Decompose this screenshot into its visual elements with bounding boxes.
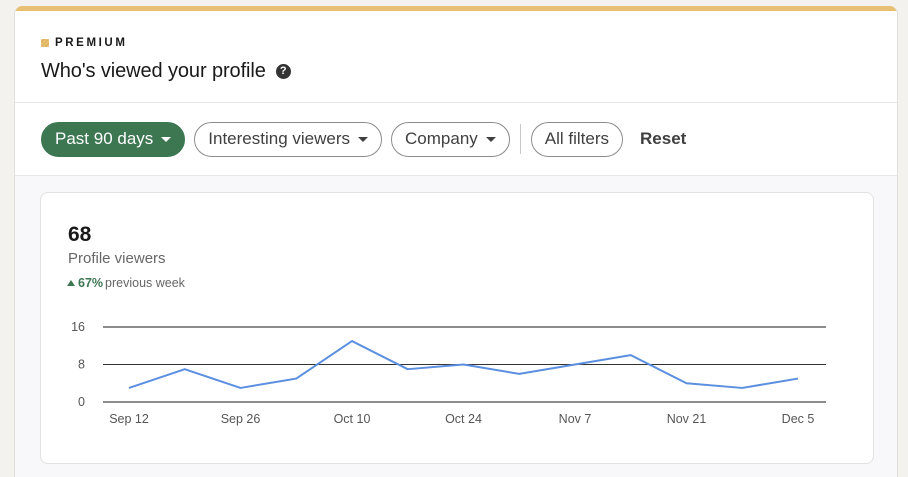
premium-icon: [41, 39, 49, 47]
viewer-count-label: Profile viewers: [68, 250, 166, 267]
premium-label: PREMIUM: [55, 37, 128, 49]
caret-down-icon: [161, 136, 172, 142]
premium-accent-bar: [15, 6, 897, 11]
change-percent: 67%: [78, 276, 104, 290]
content-area: 68 Profile viewers 67% previous week 0 8 1…: [15, 176, 897, 477]
filter-divider: [519, 124, 521, 154]
question-circle-icon[interactable]: ?: [275, 64, 291, 79]
page-title: Who's viewed your profile: [41, 60, 266, 82]
y-tick-label: 8: [78, 358, 85, 372]
y-tick-label: 0: [78, 395, 85, 409]
caret-down-icon: [358, 136, 369, 142]
profile-views-card: PREMIUM Who's viewed your profile ? Past…: [14, 6, 898, 477]
company-filter-button[interactable]: Company: [391, 121, 510, 157]
viewers-chart-card: 68 Profile viewers 67% previous week 0 8 1…: [40, 192, 874, 464]
viewers-filter-button[interactable]: Interesting viewers: [194, 121, 383, 157]
company-filter-label: Company: [405, 129, 478, 148]
x-tick-label: Oct 24: [445, 412, 482, 426]
triangle-up-icon: [67, 280, 75, 286]
y-tick-label: 16: [71, 320, 85, 334]
reset-button[interactable]: Reset: [632, 122, 694, 157]
time-range-label: Past 90 days: [55, 129, 154, 148]
viewer-count: 68: [68, 223, 92, 246]
line-chart[interactable]: 0 8 16 Sep 12 Sep 26 Oct 10 Oct 24 Nov 7 Nov 21 D…: [41, 193, 875, 465]
time-range-filter-button[interactable]: Past 90 days: [41, 121, 186, 157]
x-tick-label: Dec 5: [782, 412, 815, 426]
filter-bar: Past 90 days Interesting viewers Company…: [15, 103, 897, 176]
change-indicator: 67% previous week: [67, 276, 185, 290]
x-tick-label: Oct 10: [334, 412, 371, 426]
x-tick-label: Nov 21: [667, 412, 707, 426]
viewers-filter-label: Interesting viewers: [208, 129, 351, 148]
x-tick-label: Sep 12: [109, 412, 149, 426]
x-tick-label: Nov 7: [559, 412, 592, 426]
series-line: [128, 340, 799, 389]
title-row: Who's viewed your profile ?: [41, 60, 291, 83]
x-tick-label: Sep 26: [221, 412, 261, 426]
premium-badge: PREMIUM: [41, 37, 128, 49]
caret-down-icon: [485, 136, 496, 142]
card-header: PREMIUM Who's viewed your profile ?: [15, 11, 897, 103]
change-label: previous week: [105, 276, 185, 290]
all-filters-button[interactable]: All filters: [530, 121, 624, 157]
